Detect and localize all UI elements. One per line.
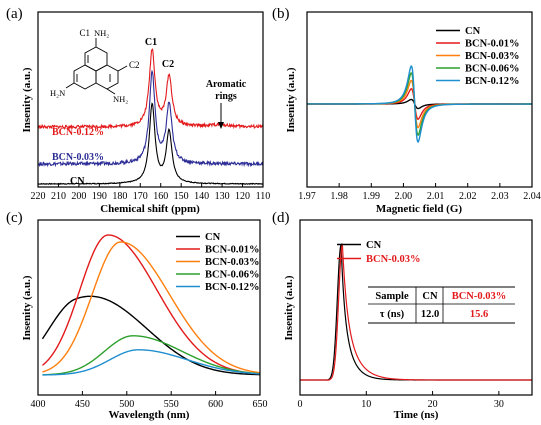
panel-b-xtick-label-1-97: 1.97 [298, 191, 316, 202]
panel-b-xtick-label-2-02: 2.02 [459, 191, 477, 202]
aromatic-annotation-line1: Aromatic [206, 79, 247, 90]
panel-c-pl: 400 450 500 550 600 650 CN BCN-0.01%BCN-0.03% B… [21, 219, 268, 421]
panel-label-d: (d) [272, 210, 290, 226]
panel-c-xtick-label-550: 550 [164, 399, 179, 410]
panel-c-ylabel: Insenity (a.u.) [21, 275, 33, 340]
panel-a-series-cn [37, 102, 264, 186]
panel-b-xtick-label-2-04: 2.04 [523, 191, 541, 202]
panel-a-xtick-label-180: 180 [112, 191, 127, 202]
panel-b-legend-label-cn: CN [465, 26, 481, 37]
panel-c-series-bcn-0-01 [41, 234, 261, 375]
panel-d-ylabel: Insenity (a.u.) [283, 275, 295, 340]
peak-label-c2: C2 [162, 59, 174, 70]
structure-label-c2: C2 [129, 60, 140, 70]
panel-d-xtick-label-10: 10 [361, 399, 371, 410]
panel-a-series-bcn-0-03 [37, 69, 264, 168]
panel-c-xtick-label-500: 500 [119, 399, 134, 410]
panel-a-xtick-label-170: 170 [133, 191, 148, 202]
panel-a-nmr: 220 210 200 190 180 170 160 150 140 130 120 110 Che… [21, 11, 271, 215]
panel-a-xtick-label-150: 150 [174, 191, 189, 202]
panel-a-xtick-label-120: 120 [235, 191, 250, 202]
panel-b-series-bcn-0-12 [307, 65, 532, 143]
panel-d-xtick-label-20: 20 [428, 399, 438, 410]
table-header-sample: Sample [375, 291, 409, 302]
panel-a-xlabel: Chemical shift (ppm) [100, 203, 200, 215]
panel-d-trpl: 0 10 20 30 CN BCN-0.03% Time (ns) Insenity (… [283, 219, 533, 421]
panel-a-frame [37, 11, 264, 188]
panel-c-series-bcn-0-06 [42, 335, 261, 376]
structure-label-h2n: H₂N [50, 88, 65, 98]
peak-label-c1: C1 [145, 37, 157, 48]
panel-b-legend-label-bcn-0-01: BCN-0.01% [465, 39, 520, 50]
series-label-cn: CN [70, 176, 85, 187]
table-header-cn: CN [422, 291, 438, 302]
lifetime-table: Sample CN BCN-0.03% τ (ns) 12.0 15.6 [368, 286, 515, 324]
series-label-bcn-003: BCN-0.03% [52, 152, 104, 163]
panel-a-xtick-label-130: 130 [215, 191, 230, 202]
panel-c-legend-label-bcn-0-06: BCN-0.06% [205, 270, 260, 281]
panel-c-xtick-label-650: 650 [253, 399, 268, 410]
panel-c-series-cn [41, 295, 261, 376]
panel-c-xtick-label-400: 400 [31, 399, 46, 410]
panel-d-series-bcn-0-03 [300, 243, 532, 381]
structure-label-nh2-top: NH₂ [94, 28, 109, 38]
panel-a-xtick-label-190: 190 [92, 191, 107, 202]
panel-d-legend-label-cn: CN [366, 240, 382, 251]
panel-c-series-bcn-0-03 [42, 241, 261, 374]
aromatic-arrowhead [218, 122, 224, 129]
panel-d-xtick-label-0: 0 [298, 399, 303, 410]
panel-d-frame [299, 219, 533, 396]
panel-b-legend-label-bcn-0-06: BCN-0.06% [465, 64, 520, 75]
panel-label-a: (a) [6, 6, 23, 22]
panel-b-xtick-label-2-03: 2.03 [491, 191, 509, 202]
panel-d-legend-label-bcn-0-03: BCN-0.03% [366, 254, 421, 265]
panel-label-b: (b) [272, 6, 290, 22]
panel-c-frame [37, 219, 261, 396]
panel-b-legend-label-bcn-0-03: BCN-0.03% [465, 51, 520, 62]
panel-a-xtick-label-140: 140 [194, 191, 209, 202]
series-label-bcn-012: BCN-0.12% [52, 127, 104, 138]
panel-a-ylabel: Insenity (a.u.) [21, 67, 33, 132]
panel-c-series-bcn-0-12 [42, 349, 261, 376]
panel-d-xlabel: Time (ns) [394, 409, 439, 421]
panel-b-ylabel: Insenity (a.u.) [285, 67, 297, 132]
structure-label-c1: C1 [79, 28, 90, 38]
panel-b-frame [306, 11, 533, 188]
panel-c-legend-label-bcn-0-01: BCN-0.01% [205, 245, 260, 256]
panel-a-xtick-label-210: 210 [51, 191, 66, 202]
panel-a-xtick-label-110: 110 [256, 191, 271, 202]
table-value-bcn: 15.6 [470, 309, 488, 320]
panel-a-series-bcn-0-12 [37, 48, 264, 130]
panel-label-c: (c) [6, 210, 23, 226]
melem-structure [65, 38, 128, 95]
structure-label-nh2-bottom: NH₂ [113, 94, 128, 104]
aromatic-annotation-line2: rings [215, 91, 237, 102]
panel-b-epr: 1.97 1.98 1.99 2.00 2.01 2.02 2.03 2.04 CN BCN-0… [285, 11, 541, 215]
panel-c-xtick-label-600: 600 [208, 399, 223, 410]
panel-c-legend-label-bcn-0-12: BCN-0.12% [205, 282, 260, 293]
panel-c-legend-label-cn: CN [205, 232, 221, 243]
panel-b-xtick-label-1-99: 1.99 [363, 191, 381, 202]
panel-a-xtick-label-220: 220 [31, 191, 46, 202]
panel-c-legend-label-bcn-0-03: BCN-0.03% [205, 257, 260, 268]
panel-b-xlabel: Magnetic field (G) [376, 203, 462, 215]
table-row-label: τ (ns) [380, 309, 405, 320]
panel-b-legend-label-bcn-0-12: BCN-0.12% [465, 76, 520, 87]
panel-b-xtick-label-2-01: 2.01 [427, 191, 445, 202]
panel-a-xtick-label-200: 200 [71, 191, 86, 202]
panel-b-xtick-label-1-98: 1.98 [330, 191, 348, 202]
panel-c-xtick-label-450: 450 [75, 399, 90, 410]
panel-a-xtick-label-160: 160 [153, 191, 168, 202]
table-value-cn: 12.0 [421, 309, 439, 320]
panel-c-xlabel: Wavelength (nm) [109, 409, 190, 421]
panel-b-xtick-label-2-00: 2.00 [395, 191, 413, 202]
panel-d-xtick-label-30: 30 [494, 399, 504, 410]
table-header-bcn: BCN-0.03% [452, 291, 507, 302]
